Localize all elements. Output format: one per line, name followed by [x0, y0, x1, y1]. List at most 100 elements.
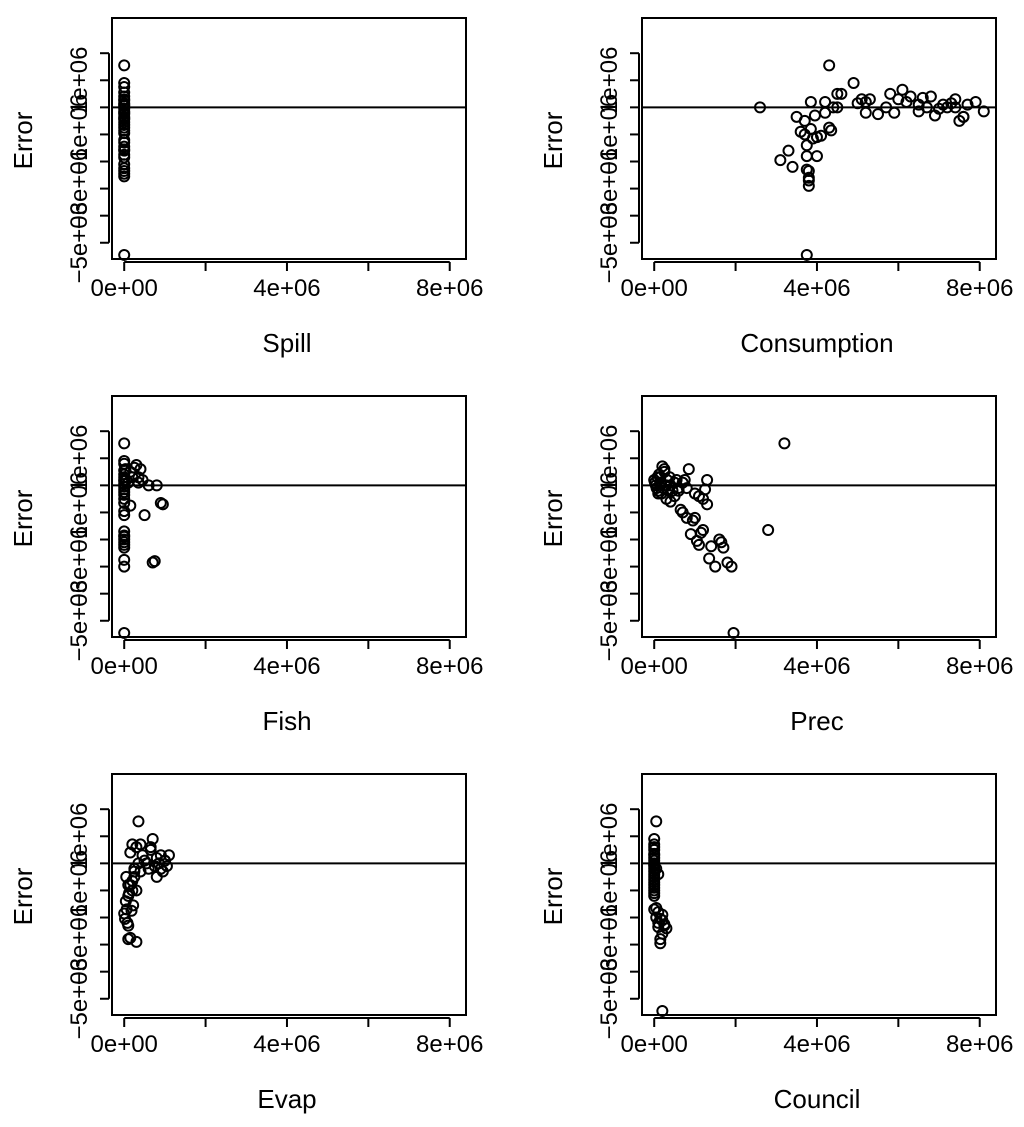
data-point	[800, 139, 813, 152]
data-point	[127, 899, 140, 912]
data-point	[132, 476, 145, 489]
data-point	[652, 868, 665, 881]
x-tick-label: 0e+00	[621, 1031, 688, 1058]
data-point	[686, 514, 699, 527]
y-tick-label: −5e+06	[66, 202, 93, 283]
data-point	[118, 457, 131, 470]
y-tick-label: −1e+06	[66, 94, 93, 175]
data-point	[648, 889, 661, 902]
y-tick-label: 1e+06	[66, 47, 93, 114]
data-point	[126, 838, 139, 851]
data-point	[680, 511, 693, 524]
data-point	[124, 499, 137, 512]
data-point	[158, 854, 171, 867]
data-point	[138, 509, 151, 522]
data-point	[823, 59, 836, 72]
data-point	[800, 248, 813, 261]
y-tick-label: −1e+06	[66, 472, 93, 553]
data-point	[880, 101, 893, 114]
x-tick-label: 0e+00	[621, 653, 688, 680]
x-axis-title: Council	[774, 1084, 861, 1114]
data-point	[697, 524, 710, 537]
data-point	[884, 87, 897, 100]
data-point	[122, 919, 135, 932]
data-point	[118, 530, 131, 543]
x-axis-title: Prec	[790, 706, 843, 736]
x-tick-label: 0e+00	[91, 1031, 158, 1058]
data-point	[674, 503, 687, 516]
x-tick-label: 4e+06	[253, 1031, 320, 1058]
data-point	[688, 511, 701, 524]
data-point	[827, 101, 840, 114]
data-point	[924, 90, 937, 103]
data-point	[656, 1004, 669, 1017]
data-point	[774, 154, 787, 167]
data-point	[892, 93, 905, 106]
x-tick-label: 8e+06	[946, 275, 1013, 302]
x-axis-title: Consumption	[740, 328, 893, 358]
data-point	[650, 862, 663, 875]
data-point	[122, 879, 135, 892]
data-point	[709, 560, 722, 573]
y-tick-label: −3e+06	[66, 148, 93, 229]
data-point	[118, 106, 131, 119]
data-point	[118, 98, 131, 111]
data-point	[825, 124, 838, 137]
data-point	[125, 904, 138, 917]
data-point	[132, 815, 145, 828]
y-tick-label: −1e+06	[66, 850, 93, 931]
data-point	[652, 487, 665, 500]
x-tick-label: 8e+06	[416, 653, 483, 680]
data-point	[688, 487, 701, 500]
data-point	[678, 473, 691, 486]
data-point	[904, 90, 917, 103]
data-point	[156, 498, 169, 511]
x-tick-label: 8e+06	[416, 1031, 483, 1058]
data-point	[128, 862, 141, 875]
data-point	[118, 488, 131, 501]
x-tick-label: 0e+00	[621, 275, 688, 302]
y-tick-label: 1e+06	[66, 425, 93, 492]
x-tick-label: 4e+06	[783, 1031, 850, 1058]
data-point	[160, 860, 173, 873]
y-axis-title: Error	[8, 111, 38, 169]
data-point	[782, 144, 795, 157]
data-point	[778, 437, 791, 450]
y-axis-title: Error	[8, 489, 38, 547]
data-point	[118, 437, 131, 450]
data-point	[128, 461, 141, 474]
data-point	[130, 884, 143, 897]
data-point	[134, 865, 147, 878]
data-point	[847, 76, 860, 89]
data-point	[912, 98, 925, 111]
data-point	[933, 102, 946, 115]
plot-frame	[111, 17, 467, 260]
x-tick-label: 8e+06	[416, 275, 483, 302]
data-point	[118, 248, 131, 261]
x-axis-title: Fish	[262, 706, 311, 736]
y-tick-label: −5e+06	[596, 580, 623, 661]
data-point	[725, 560, 738, 573]
data-point	[957, 110, 970, 123]
data-point	[118, 560, 131, 573]
y-tick-label: −5e+06	[66, 958, 93, 1039]
data-point	[670, 473, 683, 486]
data-point	[810, 131, 823, 144]
data-point	[118, 59, 131, 72]
data-point	[810, 150, 823, 163]
plot-frame	[641, 395, 997, 638]
data-point	[717, 541, 730, 554]
data-point	[130, 935, 143, 948]
x-tick-label: 4e+06	[253, 653, 320, 680]
y-tick-label: −5e+06	[596, 958, 623, 1039]
x-tick-label: 4e+06	[783, 275, 850, 302]
y-tick-label: 1e+06	[596, 425, 623, 492]
data-point	[682, 463, 695, 476]
data-point	[872, 108, 884, 121]
data-point	[140, 857, 153, 870]
data-point	[134, 463, 147, 476]
